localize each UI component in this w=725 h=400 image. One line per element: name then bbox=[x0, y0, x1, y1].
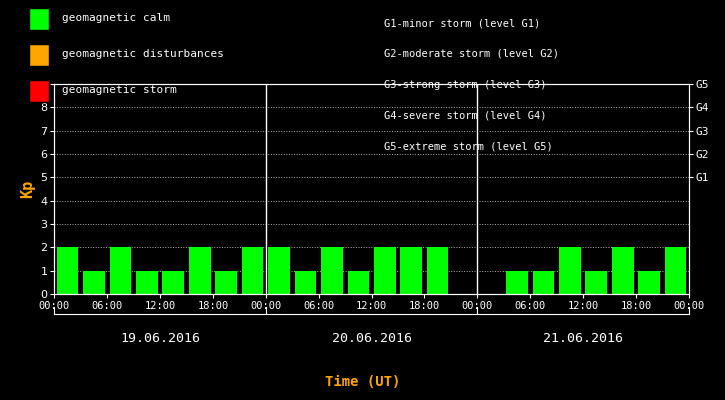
Bar bbox=[321, 247, 343, 294]
Bar bbox=[162, 271, 184, 294]
Text: G4-severe storm (level G4): G4-severe storm (level G4) bbox=[384, 110, 547, 120]
Bar bbox=[612, 247, 634, 294]
Text: Time (UT): Time (UT) bbox=[325, 375, 400, 389]
Text: G2-moderate storm (level G2): G2-moderate storm (level G2) bbox=[384, 49, 559, 59]
Bar bbox=[506, 271, 528, 294]
Bar bbox=[294, 271, 316, 294]
Bar bbox=[57, 247, 78, 294]
Bar bbox=[83, 271, 105, 294]
Text: geomagnetic disturbances: geomagnetic disturbances bbox=[62, 49, 223, 59]
Bar bbox=[241, 247, 263, 294]
Bar bbox=[585, 271, 607, 294]
Text: 20.06.2016: 20.06.2016 bbox=[331, 332, 412, 344]
Bar bbox=[638, 271, 660, 294]
Text: geomagnetic calm: geomagnetic calm bbox=[62, 13, 170, 23]
Text: G3-strong storm (level G3): G3-strong storm (level G3) bbox=[384, 80, 547, 90]
Text: geomagnetic storm: geomagnetic storm bbox=[62, 85, 176, 95]
Bar bbox=[268, 247, 290, 294]
Bar bbox=[136, 271, 158, 294]
Bar bbox=[109, 247, 131, 294]
Text: 19.06.2016: 19.06.2016 bbox=[120, 332, 200, 344]
Bar bbox=[189, 247, 210, 294]
Bar bbox=[533, 271, 554, 294]
Text: G1-minor storm (level G1): G1-minor storm (level G1) bbox=[384, 18, 541, 28]
Y-axis label: Kp: Kp bbox=[20, 180, 35, 198]
Bar bbox=[665, 247, 687, 294]
Text: 21.06.2016: 21.06.2016 bbox=[543, 332, 623, 344]
Bar bbox=[427, 247, 449, 294]
Text: G5-extreme storm (level G5): G5-extreme storm (level G5) bbox=[384, 141, 553, 151]
Bar bbox=[347, 271, 369, 294]
Bar bbox=[374, 247, 396, 294]
Bar bbox=[215, 271, 237, 294]
Bar bbox=[400, 247, 422, 294]
Bar bbox=[559, 247, 581, 294]
